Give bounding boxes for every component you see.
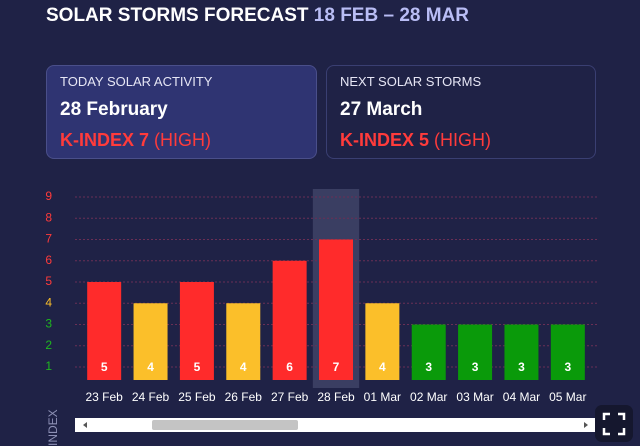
fullscreen-button[interactable] [595,405,633,442]
value-label: 3 [564,360,571,374]
title-text: SOLAR STORMS FORECAST [46,5,309,26]
y-tick-label: 6 [45,253,52,267]
scroll-thumb[interactable] [152,420,298,430]
y-tick-label: 5 [45,274,52,288]
value-label: 3 [425,360,432,374]
y-axis-label: INDEX [46,409,60,446]
fullscreen-icon [602,412,626,436]
x-tick-label: 24 Feb [132,390,170,404]
bar [411,324,446,380]
card-index: K-INDEX 5 (HIGH) [340,130,491,151]
title: SOLAR STORMS FORECAST 18 FEB – 28 MAR [46,5,469,27]
bar [504,324,539,380]
value-label: 5 [194,360,201,374]
bar [458,324,493,380]
x-tick-label: 03 Mar [456,390,493,404]
y-tick-label: 8 [45,210,52,224]
bar [226,303,261,380]
x-tick-label: 25 Feb [178,390,216,404]
bar [133,303,168,380]
card-label: NEXT SOLAR STORMS [340,74,482,89]
today-card: TODAY SOLAR ACTIVITY 28 February K-INDEX… [46,65,317,159]
value-label: 5 [101,360,108,374]
bar [319,239,353,380]
card-date: 27 March [340,99,423,120]
x-tick-label: 23 Feb [86,390,124,404]
x-tick-label: 02 Mar [410,390,447,404]
x-tick-label: 27 Feb [271,390,309,404]
bar [550,324,585,380]
value-label: 7 [333,360,340,374]
y-tick-label: 2 [45,338,52,352]
bar [87,282,122,380]
x-tick-label: 28 Feb [317,390,355,404]
value-label: 6 [286,360,293,374]
value-label: 3 [518,360,525,374]
next-card: NEXT SOLAR STORMS 27 March K-INDEX 5 (HI… [326,65,596,159]
x-tick-label: 05 Mar [549,390,586,404]
value-label: 4 [240,360,247,374]
bar [179,282,214,380]
y-tick-label: 3 [45,317,52,331]
bar [272,260,307,380]
x-tick-label: 26 Feb [225,390,263,404]
value-label: 3 [472,360,479,374]
x-tick-label: 01 Mar [364,390,401,404]
card-label: TODAY SOLAR ACTIVITY [60,74,213,89]
bar [365,303,400,380]
index-text: K-INDEX 7 [60,130,150,150]
y-tick-label: 9 [45,189,52,203]
x-tick-label: 04 Mar [503,390,540,404]
card-date: 28 February [60,99,168,120]
title-range: 18 FEB – 28 MAR [313,5,470,26]
card-index: K-INDEX 7 (HIGH) [60,130,211,151]
y-tick-label: 1 [45,359,52,373]
level-text: (HIGH) [154,130,212,150]
level-text: (HIGH) [434,130,492,150]
y-tick-label: 7 [45,232,52,246]
y-tick-label: 4 [45,295,52,309]
index-text: K-INDEX 5 [340,130,430,150]
value-label: 4 [379,360,386,374]
value-label: 4 [147,360,154,374]
